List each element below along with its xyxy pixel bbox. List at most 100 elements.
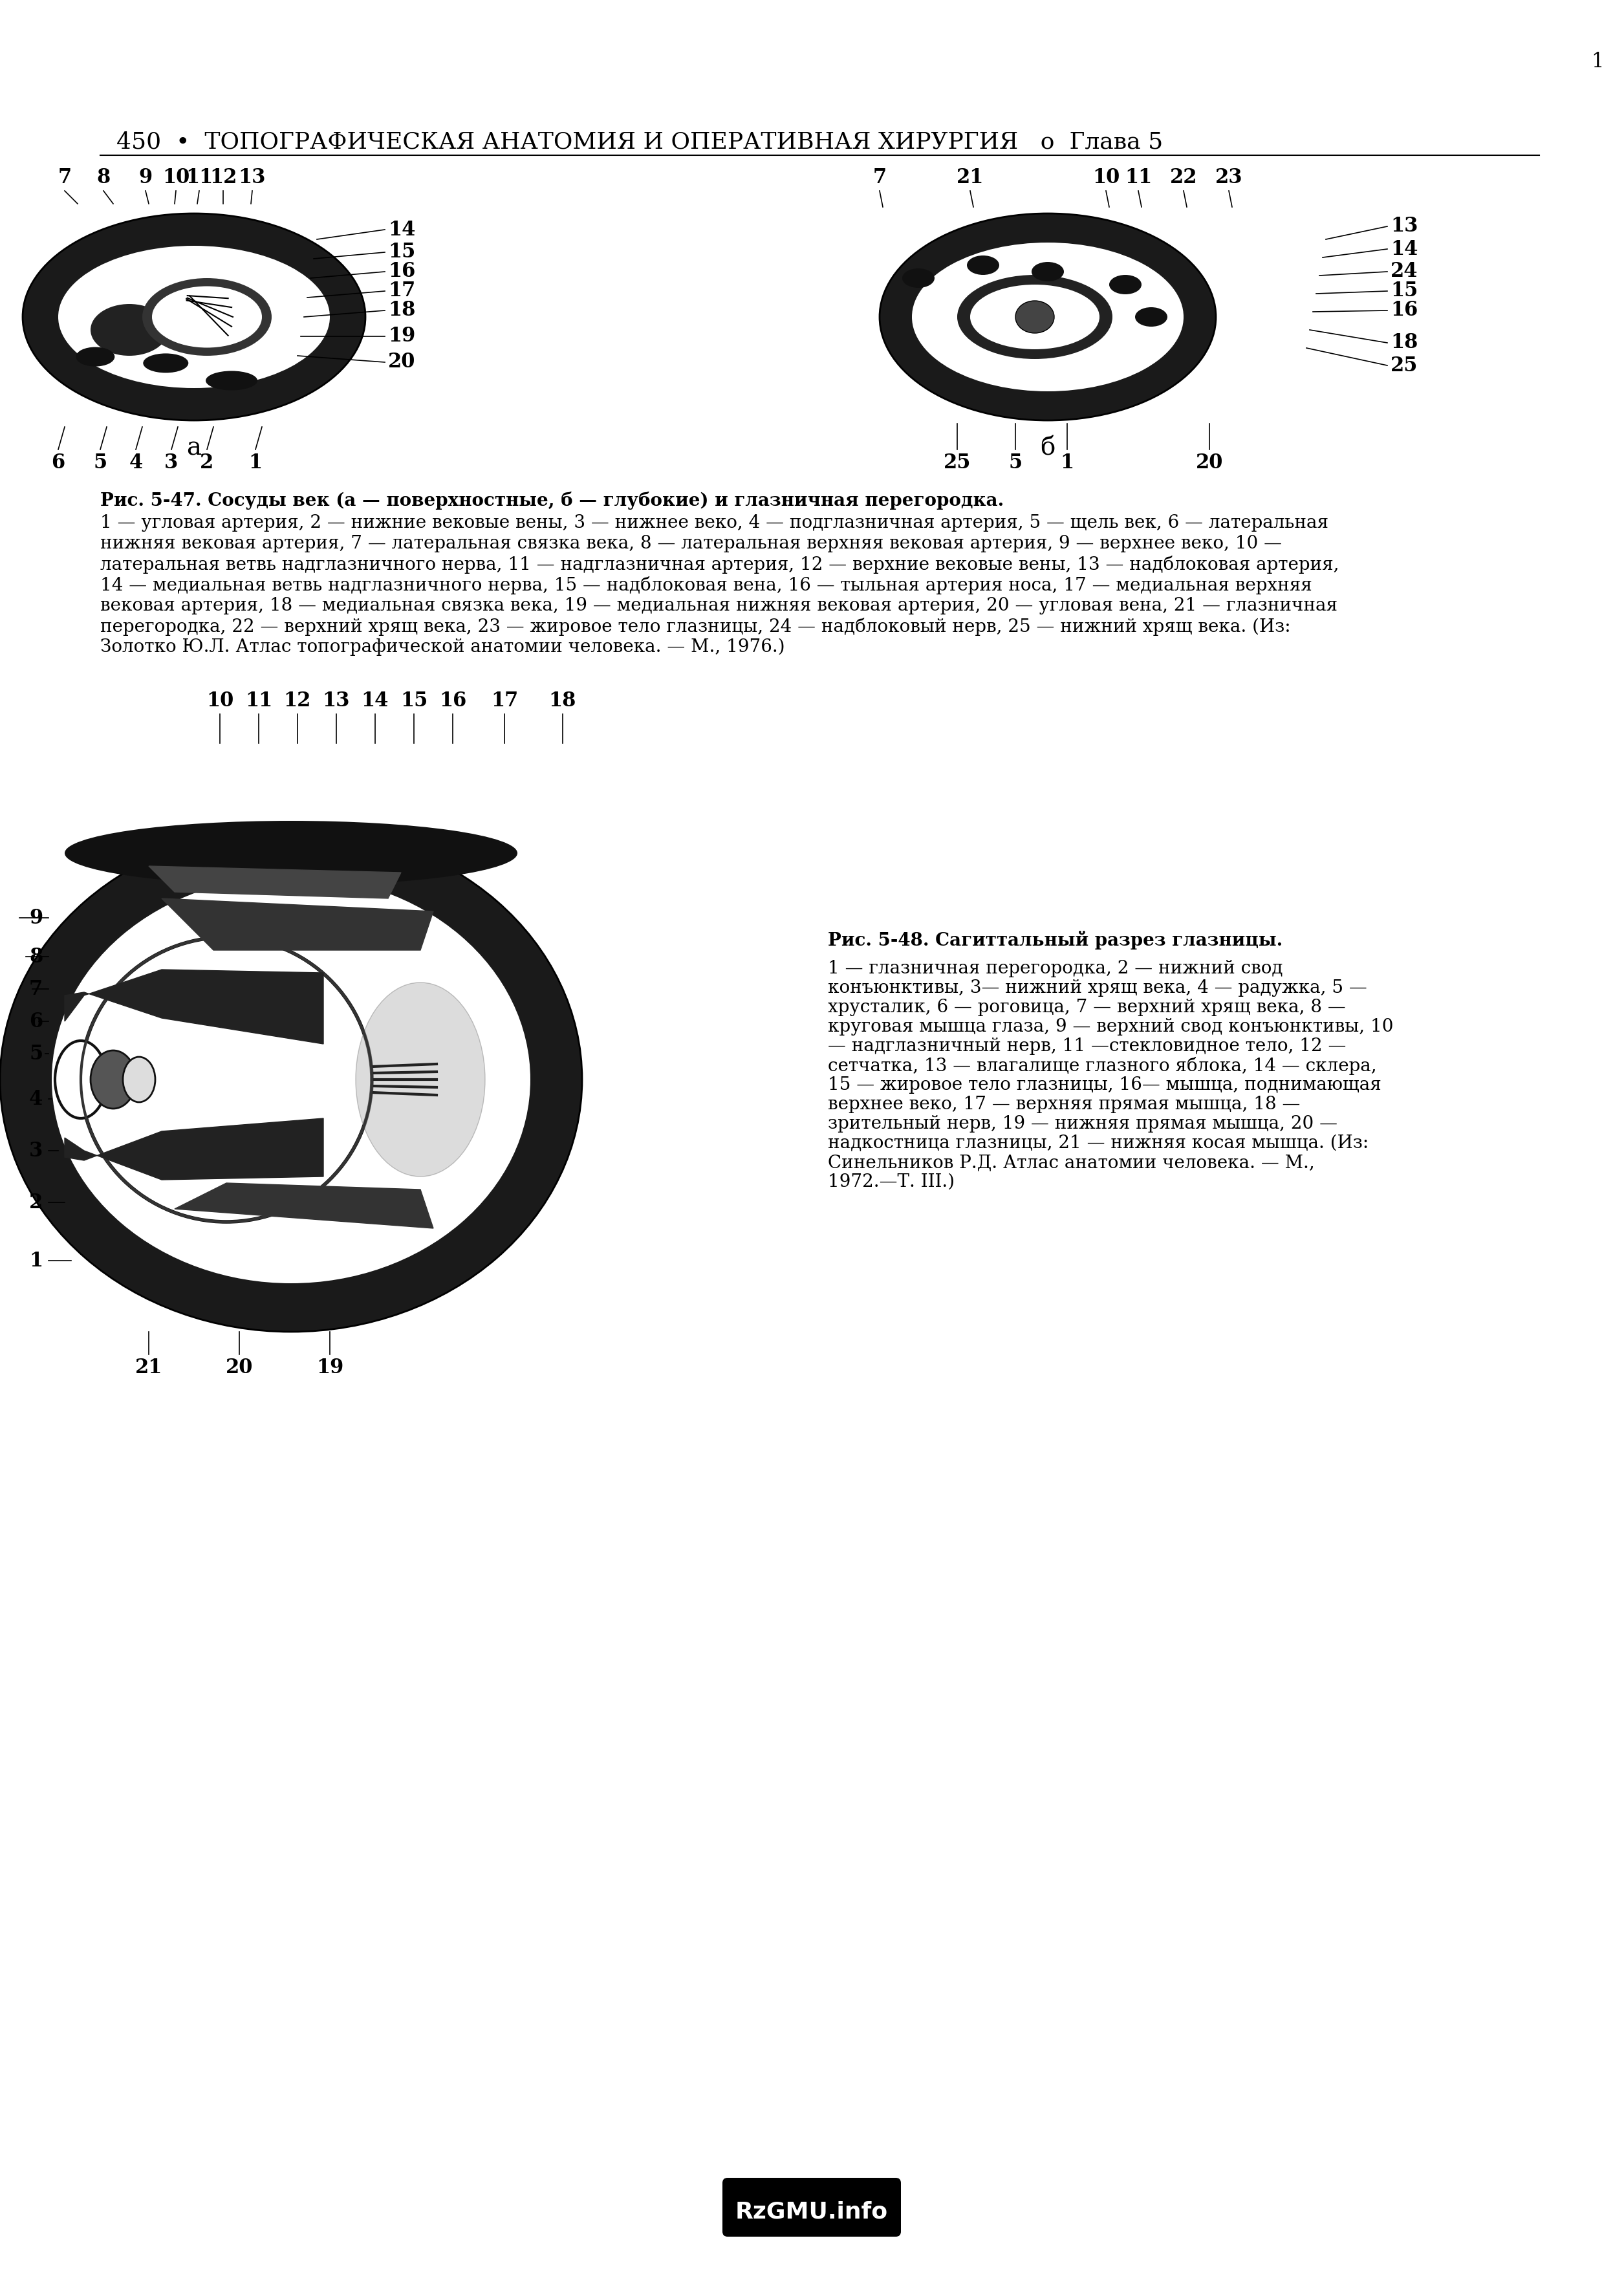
Text: 7: 7 bbox=[29, 978, 42, 998]
Text: 1: 1 bbox=[1592, 52, 1605, 73]
Text: 5: 5 bbox=[1009, 454, 1021, 472]
Ellipse shape bbox=[123, 1057, 156, 1103]
Ellipse shape bbox=[1135, 306, 1168, 327]
Text: 1: 1 bbox=[29, 1250, 42, 1271]
Text: 1: 1 bbox=[248, 454, 263, 472]
Text: 23: 23 bbox=[1215, 168, 1242, 188]
Text: 21: 21 bbox=[957, 168, 984, 188]
Text: нижняя вековая артерия, 7 — латеральная связка века, 8 — латеральная верхняя век: нижняя вековая артерия, 7 — латеральная … bbox=[101, 535, 1281, 551]
Text: верхнее веко, 17 — верхняя прямая мышца, 18 —: верхнее веко, 17 — верхняя прямая мышца,… bbox=[828, 1096, 1301, 1114]
Ellipse shape bbox=[903, 268, 934, 288]
Text: 13: 13 bbox=[239, 168, 266, 188]
Ellipse shape bbox=[197, 361, 247, 381]
Text: 18: 18 bbox=[1390, 334, 1418, 354]
Ellipse shape bbox=[84, 368, 123, 388]
Text: 24: 24 bbox=[1390, 261, 1418, 281]
Text: 4: 4 bbox=[128, 454, 143, 472]
Ellipse shape bbox=[1109, 275, 1142, 295]
Text: 1 — угловая артерия, 2 — нижние вековые вены, 3 — нижнее веко, 4 — подглазничная: 1 — угловая артерия, 2 — нижние вековые … bbox=[101, 515, 1328, 531]
Text: вековая артерия, 18 — медиальная связка века, 19 — медиальная нижняя вековая арт: вековая артерия, 18 — медиальная связка … bbox=[101, 597, 1338, 615]
Text: перегородка, 22 — верхний хрящ века, 23 — жировое тело глазницы, 24 — надблоковы: перегородка, 22 — верхний хрящ века, 23 … bbox=[101, 617, 1291, 635]
Text: 17: 17 bbox=[388, 281, 416, 302]
Text: а: а bbox=[187, 436, 201, 461]
Text: 18: 18 bbox=[549, 690, 577, 710]
Ellipse shape bbox=[143, 279, 271, 356]
Ellipse shape bbox=[356, 982, 486, 1178]
Ellipse shape bbox=[880, 213, 1216, 420]
Text: 1972.—Т. III.): 1972.—Т. III.) bbox=[828, 1173, 955, 1191]
Text: б: б bbox=[1041, 436, 1056, 461]
Polygon shape bbox=[162, 899, 434, 951]
Ellipse shape bbox=[153, 286, 261, 347]
Text: RzGMU.info: RzGMU.info bbox=[736, 2201, 888, 2224]
Text: 17: 17 bbox=[490, 690, 518, 710]
Text: 14: 14 bbox=[1390, 238, 1418, 259]
Text: — надглазничный нерв, 11 —стекловидное тело, 12 —: — надглазничный нерв, 11 —стекловидное т… bbox=[828, 1037, 1346, 1055]
Ellipse shape bbox=[133, 363, 179, 383]
Ellipse shape bbox=[957, 275, 1112, 359]
Text: 15: 15 bbox=[388, 243, 416, 263]
Ellipse shape bbox=[1031, 261, 1064, 281]
Text: 1: 1 bbox=[1060, 454, 1073, 472]
Ellipse shape bbox=[91, 304, 169, 356]
Ellipse shape bbox=[23, 213, 365, 420]
Text: 12: 12 bbox=[209, 168, 237, 188]
Text: 22: 22 bbox=[1169, 168, 1197, 188]
Polygon shape bbox=[175, 1182, 434, 1228]
Text: 7: 7 bbox=[58, 168, 71, 188]
Text: 10: 10 bbox=[206, 690, 234, 710]
Text: 11: 11 bbox=[1125, 168, 1151, 188]
Ellipse shape bbox=[1015, 302, 1054, 334]
Text: 20: 20 bbox=[226, 1357, 253, 1377]
Polygon shape bbox=[149, 867, 401, 899]
Text: круговая мышца глаза, 9 — верхний свод конъюнктивы, 10: круговая мышца глаза, 9 — верхний свод к… bbox=[828, 1019, 1393, 1035]
Text: 7: 7 bbox=[872, 168, 887, 188]
Text: 10: 10 bbox=[1093, 168, 1119, 188]
Text: сетчатка, 13 — влагалище глазного яблока, 14 — склера,: сетчатка, 13 — влагалище глазного яблока… bbox=[828, 1057, 1377, 1076]
Text: конъюнктивы, 3— нижний хрящ века, 4 — радужка, 5 —: конъюнктивы, 3— нижний хрящ века, 4 — ра… bbox=[828, 980, 1367, 996]
Text: 10: 10 bbox=[162, 168, 190, 188]
Text: 4: 4 bbox=[29, 1089, 42, 1110]
Text: Золотко Ю.Л. Атлас топографической анатомии человека. — М., 1976.): Золотко Ю.Л. Атлас топографической анато… bbox=[101, 638, 784, 656]
Text: 13: 13 bbox=[323, 690, 351, 710]
Text: 2: 2 bbox=[200, 454, 214, 472]
Text: надкостница глазницы, 21 — нижняя косая мышца. (Из:: надкостница глазницы, 21 — нижняя косая … bbox=[828, 1134, 1369, 1153]
Polygon shape bbox=[65, 1119, 323, 1180]
Text: 15: 15 bbox=[1390, 281, 1418, 302]
Ellipse shape bbox=[65, 821, 518, 885]
Ellipse shape bbox=[55, 1041, 107, 1119]
Text: 20: 20 bbox=[1195, 454, 1223, 472]
Text: 19: 19 bbox=[317, 1357, 344, 1377]
Text: 9: 9 bbox=[29, 908, 42, 928]
Text: 21: 21 bbox=[135, 1357, 162, 1377]
Polygon shape bbox=[65, 969, 323, 1044]
Text: 5: 5 bbox=[94, 454, 107, 472]
Text: 15 — жировое тело глазницы, 16— мышца, поднимающая: 15 — жировое тело глазницы, 16— мышца, п… bbox=[828, 1076, 1382, 1094]
Text: 12: 12 bbox=[284, 690, 312, 710]
Text: 19: 19 bbox=[388, 327, 416, 347]
Text: 16: 16 bbox=[438, 690, 466, 710]
Text: 3: 3 bbox=[29, 1141, 42, 1162]
Text: 25: 25 bbox=[944, 454, 971, 472]
Ellipse shape bbox=[81, 937, 372, 1221]
Text: зрительный нерв, 19 — нижняя прямая мышца, 20 —: зрительный нерв, 19 — нижняя прямая мышц… bbox=[828, 1114, 1338, 1132]
Text: 3: 3 bbox=[164, 454, 179, 472]
Text: 16: 16 bbox=[388, 261, 416, 281]
Text: Рис. 5-48. Сагиттальный разрез глазницы.: Рис. 5-48. Сагиттальный разрез глазницы. bbox=[828, 930, 1283, 948]
Text: 8: 8 bbox=[96, 168, 110, 188]
Ellipse shape bbox=[52, 876, 531, 1284]
Text: 16: 16 bbox=[1390, 300, 1418, 320]
Text: 15: 15 bbox=[400, 690, 427, 710]
Ellipse shape bbox=[913, 243, 1184, 390]
Ellipse shape bbox=[58, 245, 330, 388]
Text: 6: 6 bbox=[29, 1012, 42, 1032]
Text: хрусталик, 6 — роговица, 7 — верхний хрящ века, 8 —: хрусталик, 6 — роговица, 7 — верхний хря… bbox=[828, 998, 1346, 1017]
Text: 25: 25 bbox=[1390, 356, 1418, 374]
Text: 20: 20 bbox=[388, 352, 416, 372]
Text: латеральная ветвь надглазничного нерва, 11 — надглазничная артерия, 12 — верхние: латеральная ветвь надглазничного нерва, … bbox=[101, 556, 1340, 574]
Text: 1 — глазничная перегородка, 2 — нижний свод: 1 — глазничная перегородка, 2 — нижний с… bbox=[828, 960, 1283, 978]
Text: 13: 13 bbox=[1390, 216, 1418, 236]
Text: 6: 6 bbox=[52, 454, 65, 472]
Text: 9: 9 bbox=[138, 168, 153, 188]
Ellipse shape bbox=[91, 1051, 136, 1110]
